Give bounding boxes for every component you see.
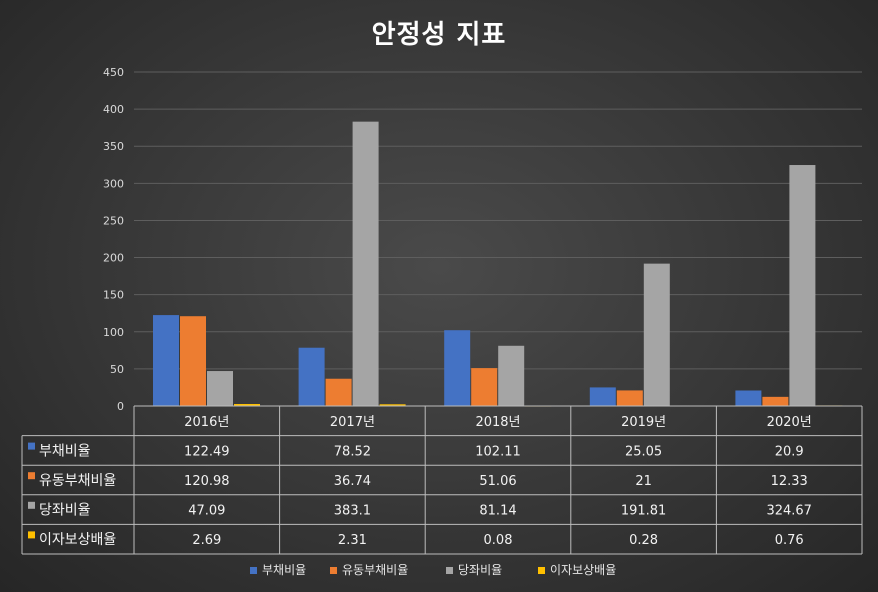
legend-label: 이자보상배율 — [550, 563, 616, 577]
bar — [762, 396, 789, 406]
y-tick-label: 300 — [103, 177, 124, 190]
data-label: 383.1 — [334, 504, 371, 519]
data-label: 2.69 — [192, 533, 221, 548]
data-label: 2.31 — [338, 533, 367, 548]
table-series-label: 당좌비율 — [39, 503, 91, 519]
data-label: 12.33 — [771, 474, 808, 489]
bar — [207, 371, 233, 406]
x-tick-label: 2016년 — [184, 415, 229, 430]
y-tick-label: 400 — [103, 103, 124, 116]
bar — [325, 378, 352, 406]
x-tick-label: 2019년 — [621, 415, 666, 430]
data-label: 36.74 — [334, 474, 371, 489]
bar — [471, 368, 498, 406]
bar — [352, 121, 379, 406]
bar — [153, 315, 179, 406]
y-tick-label: 150 — [103, 289, 124, 302]
legend-key — [538, 567, 545, 574]
bar — [444, 330, 471, 406]
legend-label: 부채비율 — [262, 563, 306, 577]
data-label: 0.28 — [629, 533, 658, 548]
legend-key — [330, 567, 337, 574]
bar — [498, 345, 525, 406]
bar — [643, 263, 670, 406]
data-label: 324.67 — [766, 504, 812, 519]
x-tick-label: 2017년 — [330, 415, 375, 430]
table-series-label: 부채비율 — [39, 443, 91, 459]
data-label: 21 — [635, 474, 652, 489]
bar — [616, 390, 643, 406]
y-tick-label: 250 — [103, 214, 124, 227]
bar — [589, 387, 616, 406]
table-legend-key — [28, 501, 35, 509]
y-tick-label: 50 — [110, 363, 124, 376]
x-tick-label: 2018년 — [475, 415, 520, 430]
table-series-label: 유동부채비율 — [39, 473, 116, 489]
data-label: 0.08 — [484, 533, 513, 548]
data-label: 0.76 — [775, 533, 804, 548]
data-label: 51.06 — [479, 474, 516, 489]
legend-key — [250, 567, 257, 574]
bar — [379, 404, 406, 406]
data-label: 78.52 — [334, 444, 371, 459]
x-tick-label: 2020년 — [767, 415, 812, 430]
bar — [180, 316, 206, 406]
data-label: 20.9 — [775, 444, 804, 459]
data-label: 122.49 — [184, 444, 230, 459]
bar — [789, 165, 816, 406]
bar — [234, 404, 260, 406]
bar — [735, 390, 762, 406]
y-tick-label: 0 — [117, 400, 124, 413]
bar — [298, 347, 325, 406]
y-tick-label: 350 — [103, 140, 124, 153]
data-label: 47.09 — [188, 504, 225, 519]
chart-title: 안정성 지표 — [371, 20, 507, 50]
data-label: 81.14 — [479, 504, 516, 519]
y-tick-label: 100 — [103, 326, 124, 339]
table-legend-key — [28, 531, 35, 539]
data-label: 25.05 — [625, 444, 662, 459]
table-legend-key — [28, 442, 35, 450]
legend-key — [446, 567, 453, 574]
y-tick-label: 450 — [103, 66, 124, 79]
y-tick-label: 200 — [103, 252, 124, 265]
legend-label: 당좌비율 — [458, 563, 502, 577]
data-label: 191.81 — [621, 504, 667, 519]
data-label: 102.11 — [475, 444, 521, 459]
table-legend-key — [28, 472, 35, 480]
data-label: 120.98 — [184, 474, 230, 489]
table-series-label: 이자보상배율 — [39, 532, 116, 548]
legend-label: 유동부채비율 — [342, 563, 408, 577]
